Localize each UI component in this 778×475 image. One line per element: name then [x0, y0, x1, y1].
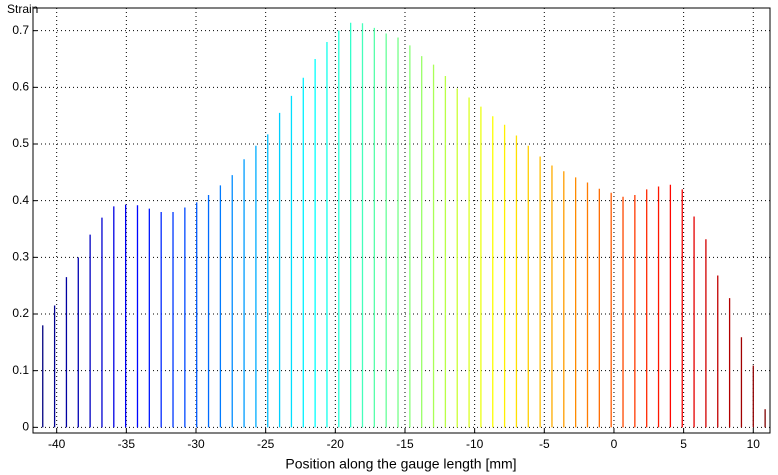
y-tick-label: 0.5 — [12, 136, 29, 150]
y-axis-label: Strain — [7, 2, 38, 16]
x-axis-label: Position along the gauge length [mm] — [285, 456, 516, 472]
x-tick-label: -35 — [118, 437, 136, 451]
x-tick-label: -20 — [327, 437, 345, 451]
x-tick-label: 0 — [611, 437, 618, 451]
plot-box — [32, 7, 771, 434]
x-tick-label: 5 — [680, 437, 687, 451]
x-tick-label: -5 — [539, 437, 550, 451]
x-tick-label: -25 — [257, 437, 275, 451]
x-tick-label: -30 — [187, 437, 205, 451]
x-tick-label: -15 — [396, 437, 414, 451]
y-tick-label: 0.6 — [12, 80, 29, 94]
y-tick-label: 0.7 — [12, 23, 29, 37]
y-tick-label: 0 — [22, 420, 29, 434]
x-tick-label: -10 — [466, 437, 484, 451]
y-tick-label: 0.3 — [12, 250, 29, 264]
x-tick-label: 10 — [747, 437, 761, 451]
y-tick-label: 0.2 — [12, 306, 29, 320]
y-tick-label: 0.4 — [12, 193, 29, 207]
y-tick-label: 0.1 — [12, 363, 29, 377]
x-tick-label: -40 — [48, 437, 66, 451]
